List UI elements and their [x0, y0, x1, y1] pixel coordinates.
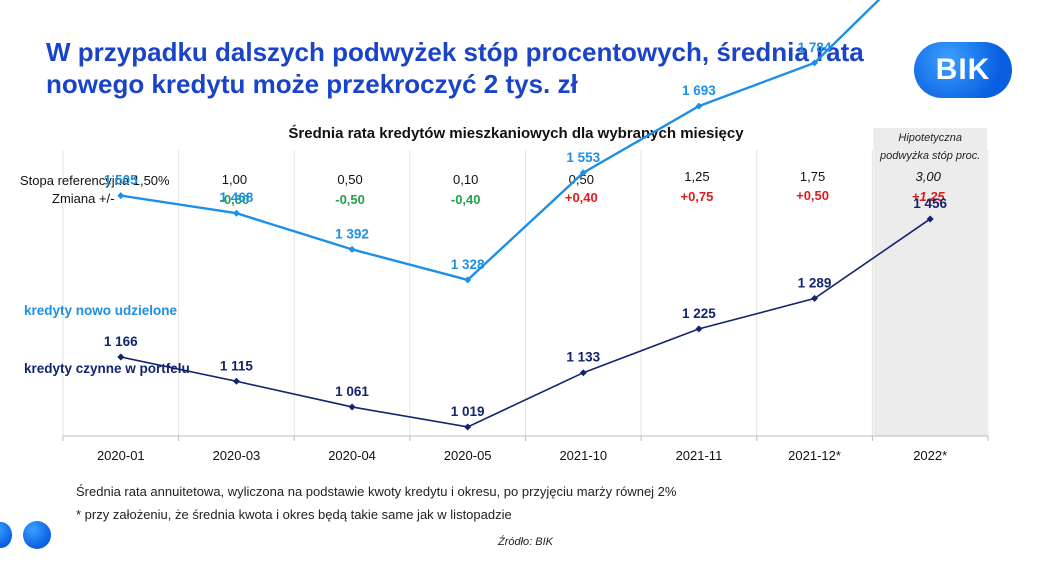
hypothetical-label: Hipotetyczna	[898, 132, 962, 144]
rate-value: 1,00	[222, 172, 247, 187]
x-tick-label: 2020-04	[328, 448, 376, 463]
x-tick-label: 2020-05	[444, 448, 492, 463]
bik-logo: BIK	[914, 42, 1012, 98]
chart-title: Średnia rata kredytów mieszkaniowych dla…	[288, 124, 744, 142]
data-label: 1 456	[913, 196, 947, 211]
series-legend-label: kredyty czynne w portfelu	[24, 361, 190, 376]
data-label: 1 505	[104, 173, 138, 188]
x-tick-label: 2020-01	[97, 448, 145, 463]
rate-change-value: -0,50	[220, 192, 250, 207]
data-label: 1 166	[104, 334, 138, 349]
data-point	[348, 403, 356, 411]
series-line-new-loans	[120, 0, 881, 282]
annuity-note: Średnia rata annuitetowa, wyliczona na p…	[76, 484, 677, 499]
data-point	[117, 192, 125, 200]
x-tick-label: 2022*	[913, 448, 947, 463]
x-tick-label: 2020-03	[213, 448, 261, 463]
rate-value: 3,00	[916, 169, 942, 184]
data-point	[117, 353, 125, 361]
data-label: 1 115	[220, 358, 254, 373]
x-tick-label: 2021-10	[559, 448, 607, 463]
x-tick-label: 2021-12*	[788, 448, 841, 463]
data-point	[232, 377, 240, 385]
rate-change-value: +0,40	[565, 190, 598, 205]
rate-change-value: +0,50	[796, 188, 829, 203]
data-point	[579, 369, 587, 377]
rate-change-value: +0,75	[680, 189, 713, 204]
data-label: 1 328	[451, 257, 485, 272]
data-label: 1 468	[220, 190, 254, 205]
data-label: 1 693	[682, 83, 716, 98]
rate-change-value: -0,40	[451, 192, 481, 207]
data-label: 1 225	[682, 306, 716, 321]
data-point	[695, 102, 703, 110]
rate-value: 0,50	[569, 172, 594, 187]
rate-row-label: Stopa referencyjna 1,50%	[20, 173, 170, 188]
data-point	[811, 294, 819, 302]
data-point	[464, 276, 472, 284]
rate-value: 1,75	[800, 169, 825, 184]
data-label: 1 019	[451, 404, 485, 419]
rate-value: 1,25	[684, 169, 709, 184]
hypothetical-label: podwyżka stóp proc.	[879, 150, 980, 162]
rate-change-value: -0,50	[335, 192, 365, 207]
data-point	[811, 59, 819, 67]
rate-value: 0,50	[337, 172, 362, 187]
data-label: 1 392	[335, 226, 369, 241]
data-label: 1 133	[566, 350, 600, 365]
data-label: 1 784	[798, 40, 832, 55]
decorative-dot-icon	[23, 521, 51, 549]
change-row-label: Zmiana +/-	[52, 191, 115, 206]
data-label: 1 553	[566, 150, 600, 165]
data-label: 1 289	[798, 275, 832, 290]
rate-value: 0,10	[453, 172, 478, 187]
data-point	[926, 215, 934, 223]
hypothetical-band	[873, 128, 987, 436]
assumption-note: * przy założeniu, że średnia kwota i okr…	[76, 507, 512, 522]
x-tick-label: 2021-11	[676, 448, 723, 463]
series-line-portfolio-loans	[120, 218, 931, 428]
source-note: Źródło: BIK	[498, 536, 554, 548]
decorative-dot-icon	[0, 522, 12, 548]
page-title: W przypadku dalszych podwyżek stóp proce…	[46, 37, 864, 99]
data-point	[348, 245, 356, 253]
data-label: 1 061	[335, 384, 369, 399]
data-point	[464, 423, 472, 431]
data-point	[232, 209, 240, 217]
data-point	[695, 325, 703, 333]
series-legend-label: kredyty nowo udzielone	[24, 303, 178, 318]
data-point	[579, 169, 587, 177]
rate-change-value: +1,25	[912, 189, 946, 204]
